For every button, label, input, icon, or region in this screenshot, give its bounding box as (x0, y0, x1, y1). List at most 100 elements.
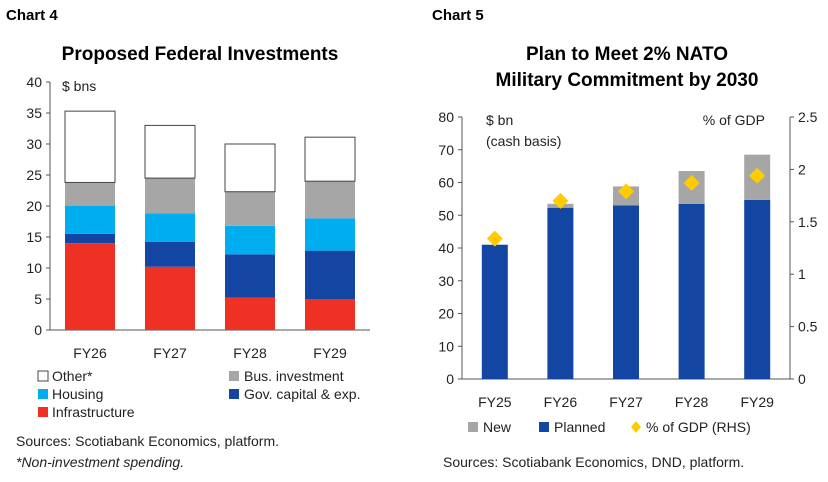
y-tick-label: 40 (26, 74, 42, 90)
chart-5-y-unit: $ bn (486, 112, 513, 128)
gdp-point-fy28 (683, 175, 700, 192)
chart-4-bars (64, 110, 356, 330)
bar-housing-fy29 (305, 218, 355, 251)
bar-planned-fy27 (613, 205, 639, 379)
y-right-tick-label: 0.5 (798, 319, 818, 335)
chart-4-title: Proposed Federal Investments (62, 44, 339, 65)
bar-gov-capital-exp-fy26 (65, 233, 115, 244)
y-tick-label: 0 (446, 371, 454, 387)
legend-label-gdp: % of GDP (RHS) (646, 419, 751, 435)
x-tick-fy26: FY26 (544, 394, 578, 410)
x-tick-fy28: FY28 (675, 394, 709, 410)
bar-planned-fy28 (678, 203, 705, 379)
bar-infrastructure-fy29 (305, 299, 355, 330)
bar-gov-capital-exp-fy29 (305, 250, 355, 299)
y-tick-label: 0 (34, 322, 42, 338)
bar-planned-fy25 (481, 244, 508, 379)
y-right-tick-label: 0 (798, 371, 806, 387)
y-tick-label: 5 (34, 291, 42, 307)
y-tick-label: 40 (438, 240, 454, 256)
y-right-tick-label: 2.5 (798, 109, 818, 125)
legend-item-other: Other* (37, 368, 93, 384)
chart-5-y-unit-sub: (cash basis) (486, 133, 561, 149)
x-tick-fy29: FY29 (313, 345, 347, 361)
x-tick-fy27: FY27 (609, 394, 643, 410)
bar-infrastructure-fy26 (65, 243, 115, 330)
y-tick-label: 30 (26, 136, 42, 152)
y-right-tick-label: 1.5 (798, 214, 818, 230)
chart-5-label: Chart 5 (432, 7, 484, 24)
legend-item-bus-investment: Bus. investment (229, 368, 344, 384)
bar-gov-capital-exp-fy27 (145, 241, 195, 267)
x-tick-fy27: FY27 (153, 345, 187, 361)
y-tick-label: 35 (26, 105, 42, 121)
legend-label-other: Other* (52, 368, 93, 384)
chart-5-gdp-points (486, 167, 766, 247)
legend-label-planned: Planned (554, 419, 605, 435)
bar-infrastructure-fy27 (145, 266, 195, 330)
y-tick-label: 10 (26, 260, 42, 276)
chart-5-source: Sources: Scotiabank Economics, DND, plat… (443, 454, 744, 470)
y-tick-label: 80 (438, 109, 454, 125)
chart-5-y-right-unit: % of GDP (703, 112, 765, 128)
chart-4-legend: Other* Bus. investment Housing Gov. capi… (37, 368, 360, 420)
bar-bus-investment-fy28 (225, 191, 275, 226)
chart-4-note: *Non-investment spending. (16, 454, 184, 470)
chart-5-y-ticks: 0 10 20 30 40 50 60 70 80 (438, 109, 462, 387)
bar-planned-fy26 (547, 207, 574, 379)
x-tick-fy29: FY29 (740, 394, 774, 410)
legend-swatch-gdp (631, 421, 641, 433)
legend-item-housing: Housing (38, 386, 103, 402)
gdp-point-fy29 (749, 167, 766, 184)
legend-label-bus-investment: Bus. investment (244, 368, 344, 384)
bar-other-fy28 (224, 143, 276, 193)
gdp-point-fy25 (486, 230, 503, 247)
chart-4-label: Chart 4 (6, 7, 58, 24)
x-tick-fy28: FY28 (233, 345, 267, 361)
bar-planned-fy29 (744, 199, 771, 379)
bar-bus-investment-fy26 (65, 182, 115, 206)
x-tick-fy25: FY25 (478, 394, 512, 410)
y-right-tick-label: 2 (798, 161, 806, 177)
legend-swatch-infrastructure (38, 407, 48, 417)
legend-swatch-new (468, 422, 478, 432)
chart-5-title-line-2: Military Commitment by 2030 (496, 70, 759, 91)
x-tick-fy26: FY26 (73, 345, 107, 361)
bar-other-fy26 (64, 110, 116, 183)
y-tick-label: 10 (438, 338, 454, 354)
legend-item-new: New (468, 419, 512, 435)
y-tick-label: 15 (26, 229, 42, 245)
legend-label-infrastructure: Infrastructure (52, 404, 135, 420)
legend-item-gov-capital: Gov. capital & exp. (229, 386, 360, 402)
bar-other-fy29 (304, 136, 356, 182)
gdp-point-fy26 (552, 192, 569, 209)
y-tick-label: 20 (438, 306, 454, 322)
legend-swatch-gov-capital (229, 389, 239, 399)
chart-5-x-ticks: FY25 FY26 FY27 FY28 FY29 (478, 394, 774, 410)
legend-item-infrastructure: Infrastructure (38, 404, 135, 420)
legend-item-planned: Planned (539, 419, 605, 435)
gdp-point-fy27 (618, 183, 634, 200)
y-tick-label: 50 (438, 207, 454, 223)
y-tick-label: 60 (438, 175, 454, 191)
chart-4-y-unit: $ bns (62, 78, 96, 94)
bar-bus-investment-fy27 (145, 178, 195, 214)
chart-4-source: Sources: Scotiabank Economics, platform. (16, 433, 279, 449)
y-tick-label: 20 (26, 198, 42, 214)
bar-housing-fy28 (225, 225, 275, 255)
legend-swatch-bus-investment (229, 371, 239, 381)
bar-infrastructure-fy28 (225, 297, 275, 330)
y-tick-label: 70 (438, 142, 454, 158)
bar-bus-investment-fy29 (305, 181, 355, 219)
legend-item-gdp: % of GDP (RHS) (631, 419, 751, 435)
chart-4-y-ticks: 0 5 10 15 20 25 30 35 40 (26, 74, 50, 338)
bar-gov-capital-exp-fy28 (225, 254, 275, 298)
chart-5: Chart 5 Plan to Meet 2% NATO Military Co… (432, 7, 818, 470)
chart-5-legend: New Planned % of GDP (RHS) (468, 419, 751, 435)
chart-5-y-right-ticks: 0 0.5 1 1.5 2 2.5 (790, 109, 818, 387)
bar-other-fy27 (144, 124, 196, 179)
chart-4: Chart 4 Proposed Federal Investments $ b… (6, 7, 370, 470)
y-tick-label: 25 (26, 167, 42, 183)
y-tick-label: 30 (438, 273, 454, 289)
